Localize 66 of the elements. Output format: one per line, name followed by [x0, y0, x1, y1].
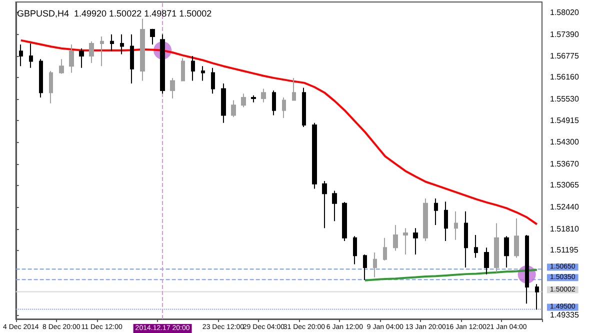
candlestick	[241, 93, 246, 108]
candlestick	[525, 234, 529, 304]
y-tick-label: 1.54915	[550, 116, 580, 126]
candlestick	[282, 96, 286, 118]
candlestick	[342, 201, 347, 242]
candlestick	[160, 34, 165, 94]
candlestick	[383, 237, 387, 261]
candlestick	[49, 70, 53, 104]
candlestick	[201, 66, 205, 82]
y-tick-label: 1.49335	[550, 310, 580, 320]
y-tick-label: 1.53065	[550, 180, 580, 190]
candlestick	[79, 48, 84, 68]
candlestick	[89, 40, 94, 64]
y-tick-label: 1.53670	[550, 159, 580, 168]
candlestick	[261, 88, 266, 103]
candlestick	[181, 58, 185, 82]
candlestick	[150, 28, 155, 45]
candlestick	[444, 201, 448, 242]
candlestick	[312, 122, 317, 190]
y-tick-label: 1.57390	[550, 30, 580, 39]
y-tick-label: 1.51810	[550, 224, 580, 234]
candlestick	[474, 234, 478, 258]
candlestick	[221, 83, 226, 124]
candlestick	[514, 218, 519, 258]
candlestick	[39, 58, 43, 98]
candlestick	[535, 284, 539, 310]
candlestick	[170, 77, 175, 99]
y-tick-label: 1.56160	[550, 72, 580, 82]
candlestick	[110, 34, 114, 52]
candlestick	[332, 190, 337, 222]
candlestick	[464, 210, 468, 268]
candlestick	[251, 94, 256, 103]
y-tick-label: 1.54300	[550, 138, 580, 147]
candlestick	[69, 44, 74, 74]
candlestick	[272, 90, 276, 116]
candlestick	[191, 55, 195, 82]
candlestick	[363, 254, 367, 280]
candlestick	[140, 18, 145, 82]
candlestick	[100, 36, 104, 67]
candlestick	[484, 247, 489, 275]
candlestick	[413, 228, 418, 256]
candlestick	[29, 42, 33, 68]
y-tick-label: 1.58020	[550, 8, 580, 17]
candlestick	[504, 236, 509, 268]
candlestick	[423, 198, 428, 242]
candlestick	[231, 100, 236, 118]
candlestick	[130, 34, 134, 84]
candlestick	[322, 180, 327, 229]
candlestick	[59, 58, 64, 74]
y-tick-label: 1.56775	[550, 51, 580, 60]
candlestick	[454, 210, 458, 240]
candlestick	[353, 236, 357, 265]
y-tick-label: 1.52440	[550, 202, 580, 212]
candlestick	[373, 252, 377, 278]
y-tick-label: 1.51195	[550, 246, 579, 255]
candlestick	[211, 67, 215, 94]
candlestick	[393, 224, 398, 252]
candlestick	[494, 222, 499, 273]
candlestick	[302, 87, 306, 128]
line-series	[20, 39, 538, 226]
y-tick-label: 1.55530	[550, 94, 580, 104]
candlestick	[120, 34, 124, 55]
candlestick	[434, 198, 438, 226]
candlestick	[403, 228, 408, 256]
candlestick	[292, 77, 296, 101]
text: GBPUSD,H4 1.49920 1.50022 1.49871 1.50002	[17, 8, 212, 18]
